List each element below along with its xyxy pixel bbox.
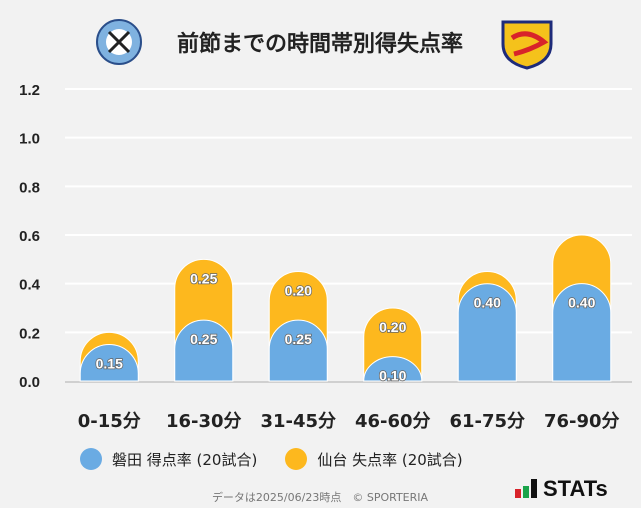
data-label: 0.15	[96, 356, 123, 372]
x-tick-label: 46-60分	[355, 411, 431, 432]
y-tick-label: 0.8	[19, 179, 40, 196]
y-tick-label: 0.6	[19, 228, 40, 245]
bar-home	[552, 283, 612, 382]
legend: 磐田 得点率 (20試合) 仙台 失点率 (20試合)	[80, 448, 463, 470]
away-team-logo	[501, 20, 553, 70]
chart-title: 前節までの時間帯別得失点率	[176, 32, 463, 57]
x-tick-label: 0-15分	[78, 411, 141, 432]
y-tick-label: 1.2	[19, 82, 40, 99]
brand-text: STATs	[543, 476, 608, 501]
home-team-logo	[96, 19, 142, 65]
legend-swatch	[285, 448, 308, 470]
y-tick-label: 1.0	[19, 131, 40, 148]
legend-label: 仙台 失点率 (20試合)	[317, 450, 463, 469]
stats-logo: STATs	[515, 476, 608, 502]
data-label: 0.20	[285, 283, 312, 299]
data-label: 0.25	[285, 331, 312, 347]
bar-home	[268, 319, 328, 382]
data-label: 0.40	[568, 295, 595, 311]
y-tick-label: 0.0	[19, 374, 40, 391]
data-label: 0.25	[190, 331, 217, 347]
data-label: 0.25	[190, 270, 217, 286]
bar-home	[363, 356, 423, 382]
bar-home	[174, 319, 234, 382]
x-tick-label: 16-30分	[166, 411, 242, 432]
legend-item-away: 仙台 失点率 (20試合)	[285, 448, 463, 470]
bar-home	[457, 283, 517, 382]
legend-label: 磐田 得点率 (20試合)	[112, 450, 258, 469]
x-tick-label: 61-75分	[449, 411, 525, 432]
legend-item-home: 磐田 得点率 (20試合)	[80, 448, 257, 470]
legend-swatch	[80, 448, 102, 470]
footer-note: データは2025/06/23時点 © SPORTERIA	[211, 491, 429, 504]
data-label: 0.10	[379, 368, 406, 384]
y-tick-label: 0.4	[19, 277, 41, 294]
bar-home	[79, 344, 139, 382]
x-tick-label: 31-45分	[260, 411, 336, 432]
x-tick-label: 76-90分	[544, 411, 620, 432]
y-tick-label: 0.2	[19, 325, 40, 342]
data-label: 0.20	[379, 319, 406, 335]
data-label: 0.40	[474, 295, 501, 311]
